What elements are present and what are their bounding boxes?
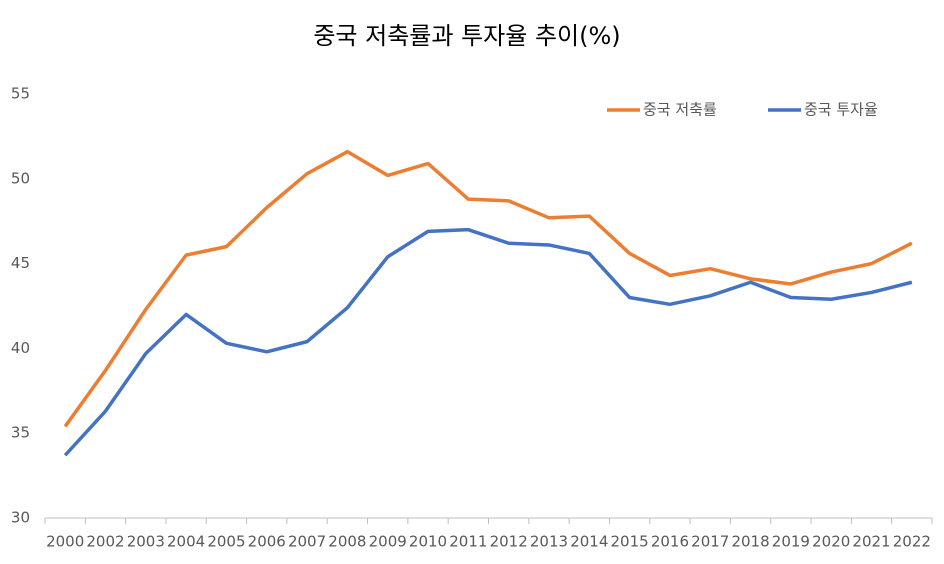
- x-tick-label: 2011: [449, 533, 487, 551]
- x-tick-label: 2021: [852, 533, 890, 551]
- x-tick-label: 2020: [812, 533, 850, 551]
- y-tick-label: 35: [11, 424, 30, 442]
- y-tick-label: 50: [11, 169, 30, 187]
- x-tick-label: 2000: [46, 533, 84, 551]
- y-tick-label: 30: [11, 509, 30, 527]
- x-tick-label: 2022: [893, 533, 931, 551]
- legend-label: 중국 투자율: [804, 101, 878, 119]
- x-tick-label: 2017: [691, 533, 729, 551]
- x-tick-label: 2012: [490, 533, 528, 551]
- y-tick-label: 55: [11, 85, 30, 103]
- y-tick-label: 45: [11, 254, 30, 272]
- line-series: [63, 227, 913, 457]
- y-tick-label: 40: [11, 339, 30, 357]
- x-tick-label: 2009: [369, 533, 407, 551]
- x-tick-label: 2016: [651, 533, 689, 551]
- line-series: [63, 149, 913, 428]
- x-tick-label: 2007: [288, 533, 326, 551]
- x-tick-label: 2005: [207, 533, 245, 551]
- x-tick-label: 2013: [530, 533, 568, 551]
- x-tick-label: 2002: [86, 533, 124, 551]
- chart-title: 중국 저축률과 투자율 추이(%): [313, 22, 620, 50]
- x-tick-label: 2003: [127, 533, 165, 551]
- x-tick-label: 2015: [611, 533, 649, 551]
- x-tick-label: 2010: [409, 533, 447, 551]
- x-tick-label: 2008: [328, 533, 366, 551]
- x-tick-label: 2006: [248, 533, 286, 551]
- x-tick-label: 2019: [772, 533, 810, 551]
- x-tick-label: 2004: [167, 533, 205, 551]
- x-tick-label: 2014: [570, 533, 608, 551]
- x-tick-label: 2018: [731, 533, 769, 551]
- legend-label: 중국 저축률: [643, 101, 717, 119]
